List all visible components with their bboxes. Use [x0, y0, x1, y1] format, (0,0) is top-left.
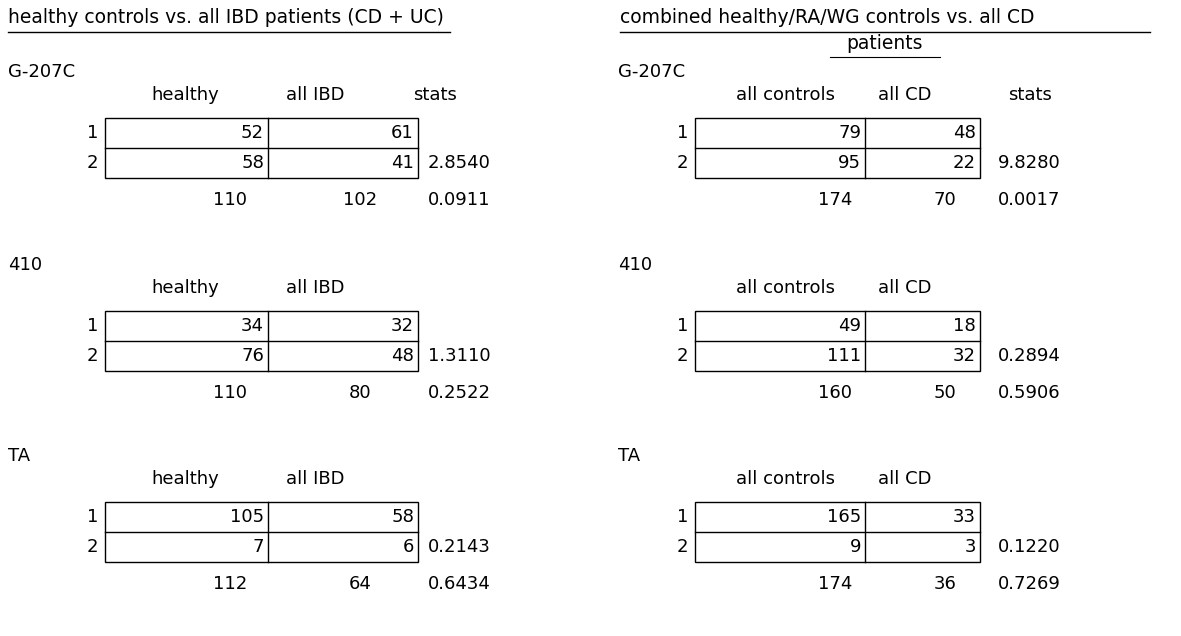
Text: all controls: all controls	[736, 86, 835, 104]
Text: 2: 2	[86, 154, 98, 172]
Text: G-207C: G-207C	[618, 63, 685, 81]
Text: 2: 2	[86, 347, 98, 365]
Text: 160: 160	[818, 384, 852, 402]
Text: all CD: all CD	[879, 470, 932, 488]
Text: all IBD: all IBD	[286, 279, 344, 297]
Text: 0.7269: 0.7269	[998, 575, 1061, 593]
Text: 112: 112	[213, 575, 247, 593]
Text: 48: 48	[391, 347, 415, 365]
Text: 1.3110: 1.3110	[428, 347, 490, 365]
Text: combined healthy/RA/WG controls vs. all CD: combined healthy/RA/WG controls vs. all …	[620, 8, 1035, 27]
Text: 41: 41	[391, 154, 415, 172]
Text: 0.6434: 0.6434	[428, 575, 491, 593]
Text: 0.2522: 0.2522	[428, 384, 491, 402]
Text: 64: 64	[348, 575, 372, 593]
Text: 102: 102	[342, 191, 377, 209]
Text: 50: 50	[934, 384, 957, 402]
Text: 0.2894: 0.2894	[998, 347, 1061, 365]
Text: 80: 80	[348, 384, 371, 402]
Text: 49: 49	[839, 317, 861, 335]
Text: stats: stats	[1009, 86, 1052, 104]
Text: all IBD: all IBD	[286, 86, 344, 104]
Text: all IBD: all IBD	[286, 470, 344, 488]
Text: 0.0017: 0.0017	[998, 191, 1061, 209]
Text: 58: 58	[391, 508, 415, 526]
Text: 61: 61	[391, 124, 415, 142]
Text: 58: 58	[241, 154, 265, 172]
Text: 36: 36	[933, 575, 957, 593]
Text: TA: TA	[8, 447, 31, 465]
Bar	[694, 502, 980, 562]
Text: healthy: healthy	[151, 86, 218, 104]
Text: 1: 1	[677, 508, 689, 526]
Text: 1: 1	[677, 317, 689, 335]
Text: 52: 52	[241, 124, 265, 142]
Text: 0.2143: 0.2143	[428, 538, 491, 556]
Text: 165: 165	[827, 508, 861, 526]
Text: all CD: all CD	[879, 86, 932, 104]
Text: 1: 1	[86, 508, 98, 526]
Text: 1: 1	[677, 124, 689, 142]
Text: 174: 174	[817, 575, 853, 593]
Text: 2.8540: 2.8540	[428, 154, 491, 172]
Text: healthy: healthy	[151, 470, 218, 488]
Text: 3: 3	[965, 538, 976, 556]
Text: 9.8280: 9.8280	[998, 154, 1061, 172]
Text: TA: TA	[618, 447, 640, 465]
Text: 2: 2	[677, 538, 689, 556]
Text: 1: 1	[86, 124, 98, 142]
Text: 410: 410	[8, 256, 43, 274]
Bar	[694, 118, 980, 178]
Text: 18: 18	[953, 317, 976, 335]
Text: 48: 48	[953, 124, 976, 142]
Text: all controls: all controls	[736, 279, 835, 297]
Text: 34: 34	[241, 317, 265, 335]
Bar	[105, 311, 418, 371]
Text: 22: 22	[953, 154, 976, 172]
Text: 33: 33	[953, 508, 976, 526]
Text: 410: 410	[618, 256, 652, 274]
Text: all controls: all controls	[736, 470, 835, 488]
Text: 110: 110	[213, 191, 247, 209]
Text: 111: 111	[827, 347, 861, 365]
Bar	[105, 502, 418, 562]
Text: 32: 32	[953, 347, 976, 365]
Text: 105: 105	[230, 508, 265, 526]
Text: 7: 7	[253, 538, 265, 556]
Bar	[694, 311, 980, 371]
Text: 2: 2	[677, 347, 689, 365]
Text: 76: 76	[241, 347, 265, 365]
Text: 79: 79	[839, 124, 861, 142]
Text: 70: 70	[934, 191, 957, 209]
Text: healthy controls vs. all IBD patients (CD + UC): healthy controls vs. all IBD patients (C…	[8, 8, 444, 27]
Text: 0.0911: 0.0911	[428, 191, 490, 209]
Text: 2: 2	[86, 538, 98, 556]
Text: stats: stats	[413, 86, 457, 104]
Text: 32: 32	[391, 317, 415, 335]
Text: 110: 110	[213, 384, 247, 402]
Text: 0.1220: 0.1220	[998, 538, 1061, 556]
Text: 2: 2	[677, 154, 689, 172]
Bar	[105, 118, 418, 178]
Text: 0.5906: 0.5906	[998, 384, 1061, 402]
Text: 174: 174	[817, 191, 853, 209]
Text: G-207C: G-207C	[8, 63, 76, 81]
Text: 6: 6	[403, 538, 415, 556]
Text: 1: 1	[86, 317, 98, 335]
Text: 95: 95	[839, 154, 861, 172]
Text: all CD: all CD	[879, 279, 932, 297]
Text: healthy: healthy	[151, 279, 218, 297]
Text: 9: 9	[849, 538, 861, 556]
Text: patients: patients	[847, 34, 924, 53]
